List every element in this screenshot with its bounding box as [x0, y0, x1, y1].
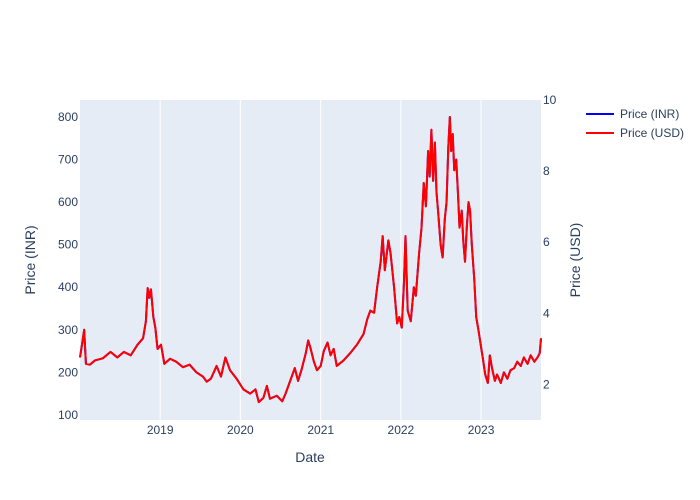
- y-right-tick-label: 2: [543, 377, 550, 391]
- y-left-tick-label: 700: [58, 153, 78, 167]
- y-right-tick-label: 8: [543, 164, 550, 178]
- x-axis-title: Date: [295, 449, 325, 465]
- y-left-tick-label: 200: [58, 365, 78, 379]
- series-line-usd: [79, 116, 542, 404]
- y-left-axis-title: Price (INR): [22, 225, 38, 294]
- x-tick-label: 2020: [227, 423, 254, 437]
- x-axis-ticks: 2019 2020 2021 2022 2023: [147, 423, 495, 437]
- y-left-tick-label: 100: [58, 408, 78, 422]
- y-right-tick-label: 6: [543, 235, 550, 249]
- y-left-tick-label: 300: [58, 323, 78, 337]
- x-tick-label: 2022: [388, 423, 415, 437]
- y-right-axis-title: Price (USD): [567, 223, 583, 298]
- y-left-tick-label: 600: [58, 195, 78, 209]
- y-left-tick-label: 500: [58, 238, 78, 252]
- legend-label-usd: Price (USD): [620, 126, 684, 140]
- y-left-tick-label: 800: [58, 110, 78, 124]
- plot-background: [80, 100, 541, 420]
- grid: [159, 100, 482, 420]
- y-right-axis-ticks: 2 4 6 8 10: [543, 93, 557, 391]
- x-tick-label: 2023: [468, 423, 495, 437]
- y-left-axis-ticks: 100 200 300 400 500 600 700 800: [58, 110, 78, 422]
- y-right-tick-label: 4: [543, 306, 550, 320]
- legend-label-inr: Price (INR): [620, 107, 679, 121]
- legend-item-inr[interactable]: Price (INR): [586, 107, 679, 121]
- x-tick-label: 2021: [307, 423, 334, 437]
- legend-item-usd[interactable]: Price (USD): [586, 126, 684, 140]
- series-layer: [79, 116, 542, 404]
- y-right-tick-label: 10: [543, 93, 557, 107]
- y-left-tick-label: 400: [58, 280, 78, 294]
- legend[interactable]: Price (INR) Price (USD): [586, 107, 684, 140]
- x-tick-label: 2019: [147, 423, 174, 437]
